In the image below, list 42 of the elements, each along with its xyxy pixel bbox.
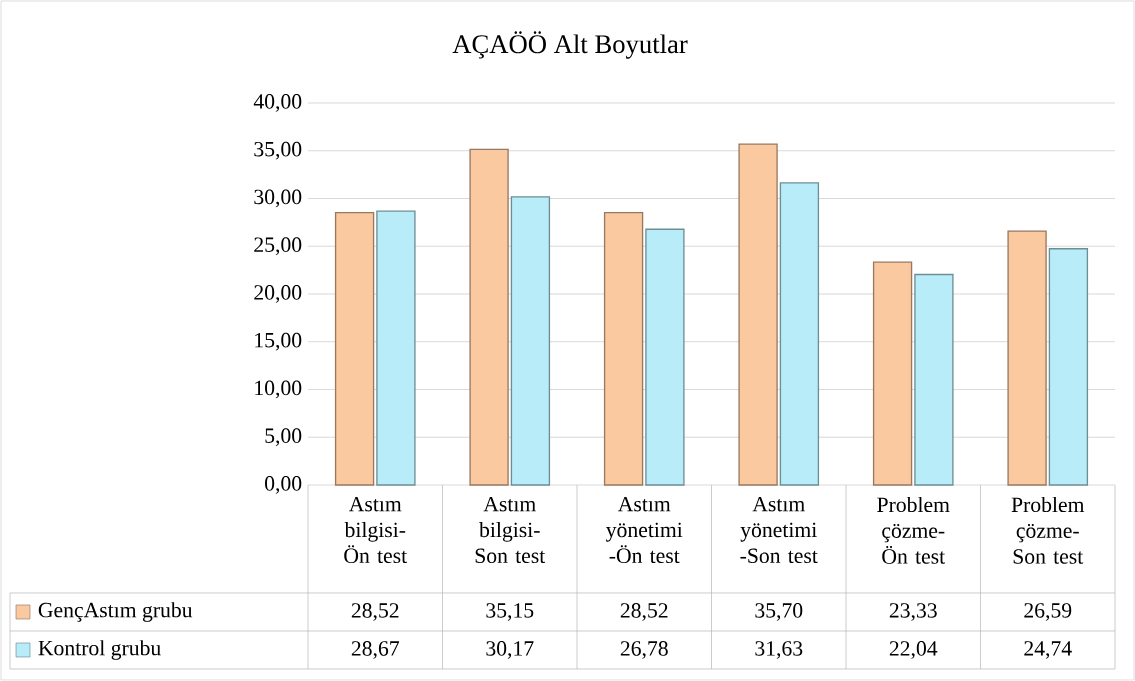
bar — [603, 211, 644, 486]
legend-label: Kontrol grubu — [38, 640, 161, 660]
y-tick-label: 15,00 — [255, 332, 302, 351]
data-label: 28,52 — [620, 603, 668, 621]
bar — [1007, 230, 1047, 486]
y-tick-label: 10,00 — [255, 380, 302, 399]
data-label: 28,67 — [351, 641, 400, 659]
y-tick-label: 40,00 — [253, 94, 302, 112]
bar — [914, 273, 954, 486]
data-label: 23,33 — [889, 603, 937, 621]
x-tick-label: Astım yönetimi -Ön test — [606, 496, 683, 564]
y-tick-label: 5,00 — [265, 428, 302, 447]
y-tick-label: 35,00 — [254, 141, 302, 160]
bar — [1048, 248, 1089, 486]
x-tick-label: Astım yönetimi -Son test — [740, 496, 818, 564]
data-label: 35,70 — [755, 603, 803, 621]
bar — [738, 143, 778, 486]
data-label: 26,78 — [620, 641, 668, 659]
data-label: 30,17 — [486, 641, 534, 659]
y-tick-label: 25,00 — [254, 237, 302, 256]
data-label: 26,59 — [1024, 603, 1072, 621]
y-tick-label: 30,00 — [254, 189, 302, 208]
bar — [645, 228, 685, 486]
bar — [510, 196, 551, 486]
x-tick-label: Astım bilgisi-Ön test — [344, 496, 407, 564]
x-tick-label: Astım bilgisi-Son test — [475, 496, 546, 564]
data-label: 22,04 — [889, 641, 938, 659]
bar — [779, 182, 820, 486]
bar — [334, 211, 375, 486]
data-label: 35,15 — [486, 603, 534, 621]
bar — [469, 148, 509, 486]
y-tick-label: 20,00 — [254, 285, 302, 303]
bar — [872, 261, 913, 486]
data-label: 31,63 — [755, 641, 803, 659]
data-label: 24,74 — [1024, 641, 1072, 659]
legend-label: GençAstım grubu — [38, 602, 193, 622]
bar — [376, 210, 416, 486]
x-tick-label: Problem çözme-Ön test — [877, 496, 950, 564]
data-label: 28,52 — [351, 603, 399, 621]
chart-title: AÇAÖÖ Alt Boyutlar — [452, 31, 688, 59]
y-tick-label: 0,00 — [265, 476, 302, 494]
x-tick-label: Problem çözme-Son test — [1011, 496, 1085, 564]
